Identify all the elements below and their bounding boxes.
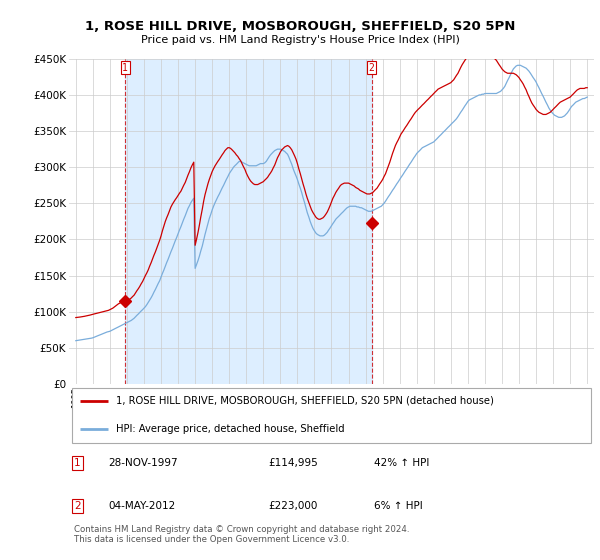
Text: 1, ROSE HILL DRIVE, MOSBOROUGH, SHEFFIELD, S20 5PN: 1, ROSE HILL DRIVE, MOSBOROUGH, SHEFFIEL…	[85, 20, 515, 32]
Text: £223,000: £223,000	[269, 501, 318, 511]
Text: 1: 1	[74, 458, 81, 468]
Text: £114,995: £114,995	[269, 458, 318, 468]
Bar	[125, 59, 371, 384]
Text: HPI: Average price, detached house, Sheffield: HPI: Average price, detached house, Shef…	[116, 424, 345, 434]
Text: 2: 2	[74, 501, 81, 511]
Text: Contains HM Land Registry data © Crown copyright and database right 2024.
This d: Contains HM Land Registry data © Crown c…	[74, 525, 410, 544]
Text: 6% ↑ HPI: 6% ↑ HPI	[373, 501, 422, 511]
Text: 1, ROSE HILL DRIVE, MOSBOROUGH, SHEFFIELD, S20 5PN (detached house): 1, ROSE HILL DRIVE, MOSBOROUGH, SHEFFIEL…	[116, 396, 494, 406]
Text: 04-MAY-2012: 04-MAY-2012	[109, 501, 176, 511]
Text: Price paid vs. HM Land Registry's House Price Index (HPI): Price paid vs. HM Land Registry's House …	[140, 35, 460, 45]
Text: 2: 2	[368, 63, 374, 73]
Text: 28-NOV-1997: 28-NOV-1997	[109, 458, 178, 468]
Text: 1: 1	[122, 63, 128, 73]
Text: 42% ↑ HPI: 42% ↑ HPI	[373, 458, 429, 468]
Bar	[71, 389, 592, 443]
